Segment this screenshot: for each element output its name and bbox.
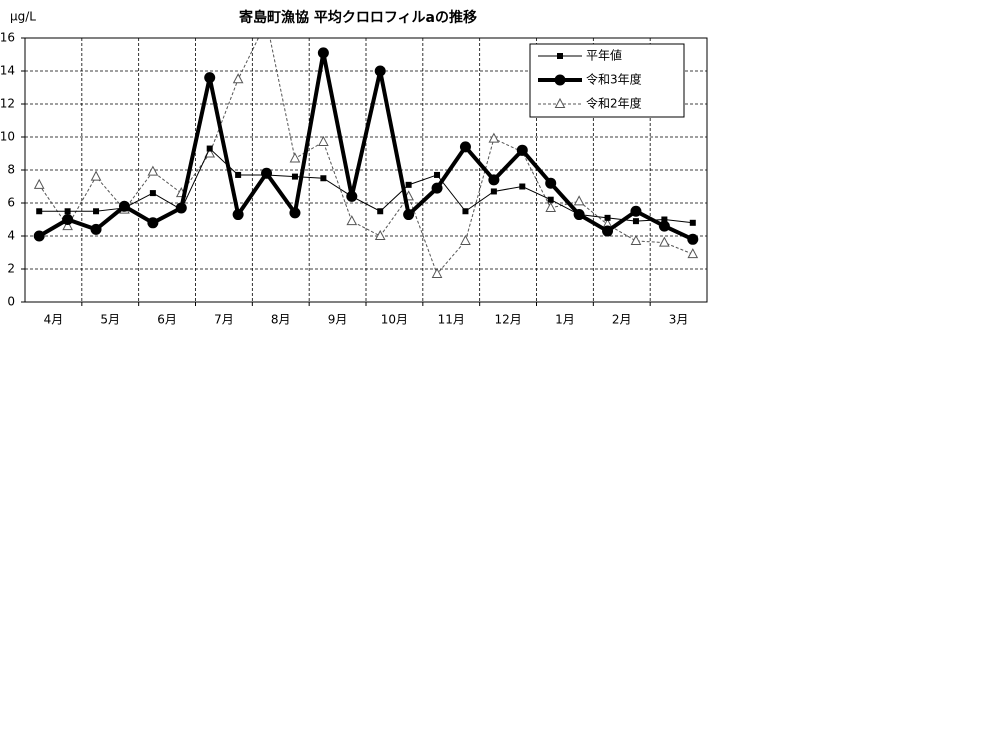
marker — [604, 214, 611, 221]
x-tick-label: 7月 — [214, 313, 234, 327]
marker — [206, 145, 213, 152]
marker — [90, 170, 102, 181]
x-tick-label: 5月 — [100, 313, 120, 327]
marker — [434, 171, 441, 178]
x-tick-label: 1月 — [555, 313, 575, 327]
marker — [33, 230, 45, 242]
marker — [90, 223, 102, 235]
marker — [490, 188, 497, 195]
marker — [554, 74, 566, 86]
marker — [318, 135, 329, 146]
marker — [687, 233, 699, 245]
y-tick-label: 2 — [7, 262, 15, 276]
marker — [602, 225, 614, 237]
legend-label: 令和3年度 — [586, 72, 642, 87]
legend-label: 令和2年度 — [586, 96, 642, 111]
marker — [64, 208, 71, 215]
x-tick-label: 4月 — [44, 313, 64, 327]
plot-area — [33, 38, 699, 278]
marker — [431, 267, 443, 278]
marker — [149, 190, 156, 197]
marker — [545, 177, 557, 189]
marker — [689, 219, 696, 226]
marker — [118, 200, 130, 212]
marker — [33, 178, 45, 189]
marker — [204, 72, 216, 84]
marker — [289, 207, 301, 219]
marker — [377, 208, 384, 215]
x-tick-label: 8月 — [271, 313, 291, 327]
marker — [545, 201, 557, 212]
marker — [374, 65, 386, 77]
marker — [93, 208, 100, 215]
marker — [346, 215, 358, 226]
marker — [232, 209, 244, 221]
marker — [36, 208, 43, 215]
marker — [346, 190, 358, 202]
x-tick-label: 3月 — [669, 313, 689, 327]
marker — [62, 214, 74, 225]
y-tick-label: 16 — [0, 31, 15, 45]
marker — [488, 132, 500, 143]
marker — [554, 97, 566, 108]
marker — [291, 173, 298, 180]
chart-title: 寄島町漁協 平均クロロフィルaの推移 — [239, 9, 477, 26]
axes: 0 2 4 6 8 10 12 14 16 4月 5月 6月 7月 8月 9月 10月 11月 12月 1月 2月 3月 — [0, 31, 688, 327]
marker — [62, 220, 73, 231]
marker — [147, 217, 159, 229]
marker — [405, 181, 412, 188]
marker — [573, 195, 585, 206]
legend-label: 平年値 — [586, 48, 622, 63]
marker — [661, 216, 668, 223]
x-tick-label: 11月 — [438, 313, 465, 327]
marker — [573, 209, 585, 221]
marker — [516, 144, 528, 156]
marker — [235, 171, 242, 178]
marker — [374, 229, 386, 240]
marker — [147, 165, 159, 176]
marker — [488, 174, 500, 186]
marker — [519, 183, 526, 190]
marker — [320, 175, 327, 182]
y-tick-label: 4 — [7, 229, 15, 243]
marker — [630, 205, 642, 217]
marker — [460, 234, 471, 245]
marker — [232, 73, 244, 84]
marker — [632, 218, 639, 225]
marker — [630, 234, 642, 245]
y-tick-label: 10 — [0, 130, 15, 144]
marker — [261, 167, 273, 179]
marker — [547, 196, 554, 203]
marker — [462, 208, 469, 215]
marker — [659, 236, 670, 247]
marker — [557, 53, 563, 59]
y-tick-label: 14 — [0, 64, 15, 78]
marker — [175, 202, 187, 214]
y-tick-label: 8 — [7, 163, 15, 177]
marker — [403, 209, 415, 221]
marker — [459, 141, 471, 153]
marker — [687, 248, 699, 259]
marker — [658, 220, 670, 232]
y-tick-label: 0 — [7, 295, 15, 309]
marker — [289, 152, 301, 163]
y-tick-label: 12 — [0, 97, 15, 111]
marker — [431, 182, 443, 194]
x-tick-label: 9月 — [328, 313, 348, 327]
y-tick-label: 6 — [7, 196, 15, 210]
x-tick-label: 10月 — [381, 313, 408, 327]
x-tick-label: 12月 — [494, 313, 521, 327]
x-tick-label: 2月 — [612, 313, 632, 327]
y-axis-label: μg/L — [10, 10, 36, 24]
x-tick-label: 6月 — [157, 313, 177, 327]
marker — [317, 47, 329, 59]
